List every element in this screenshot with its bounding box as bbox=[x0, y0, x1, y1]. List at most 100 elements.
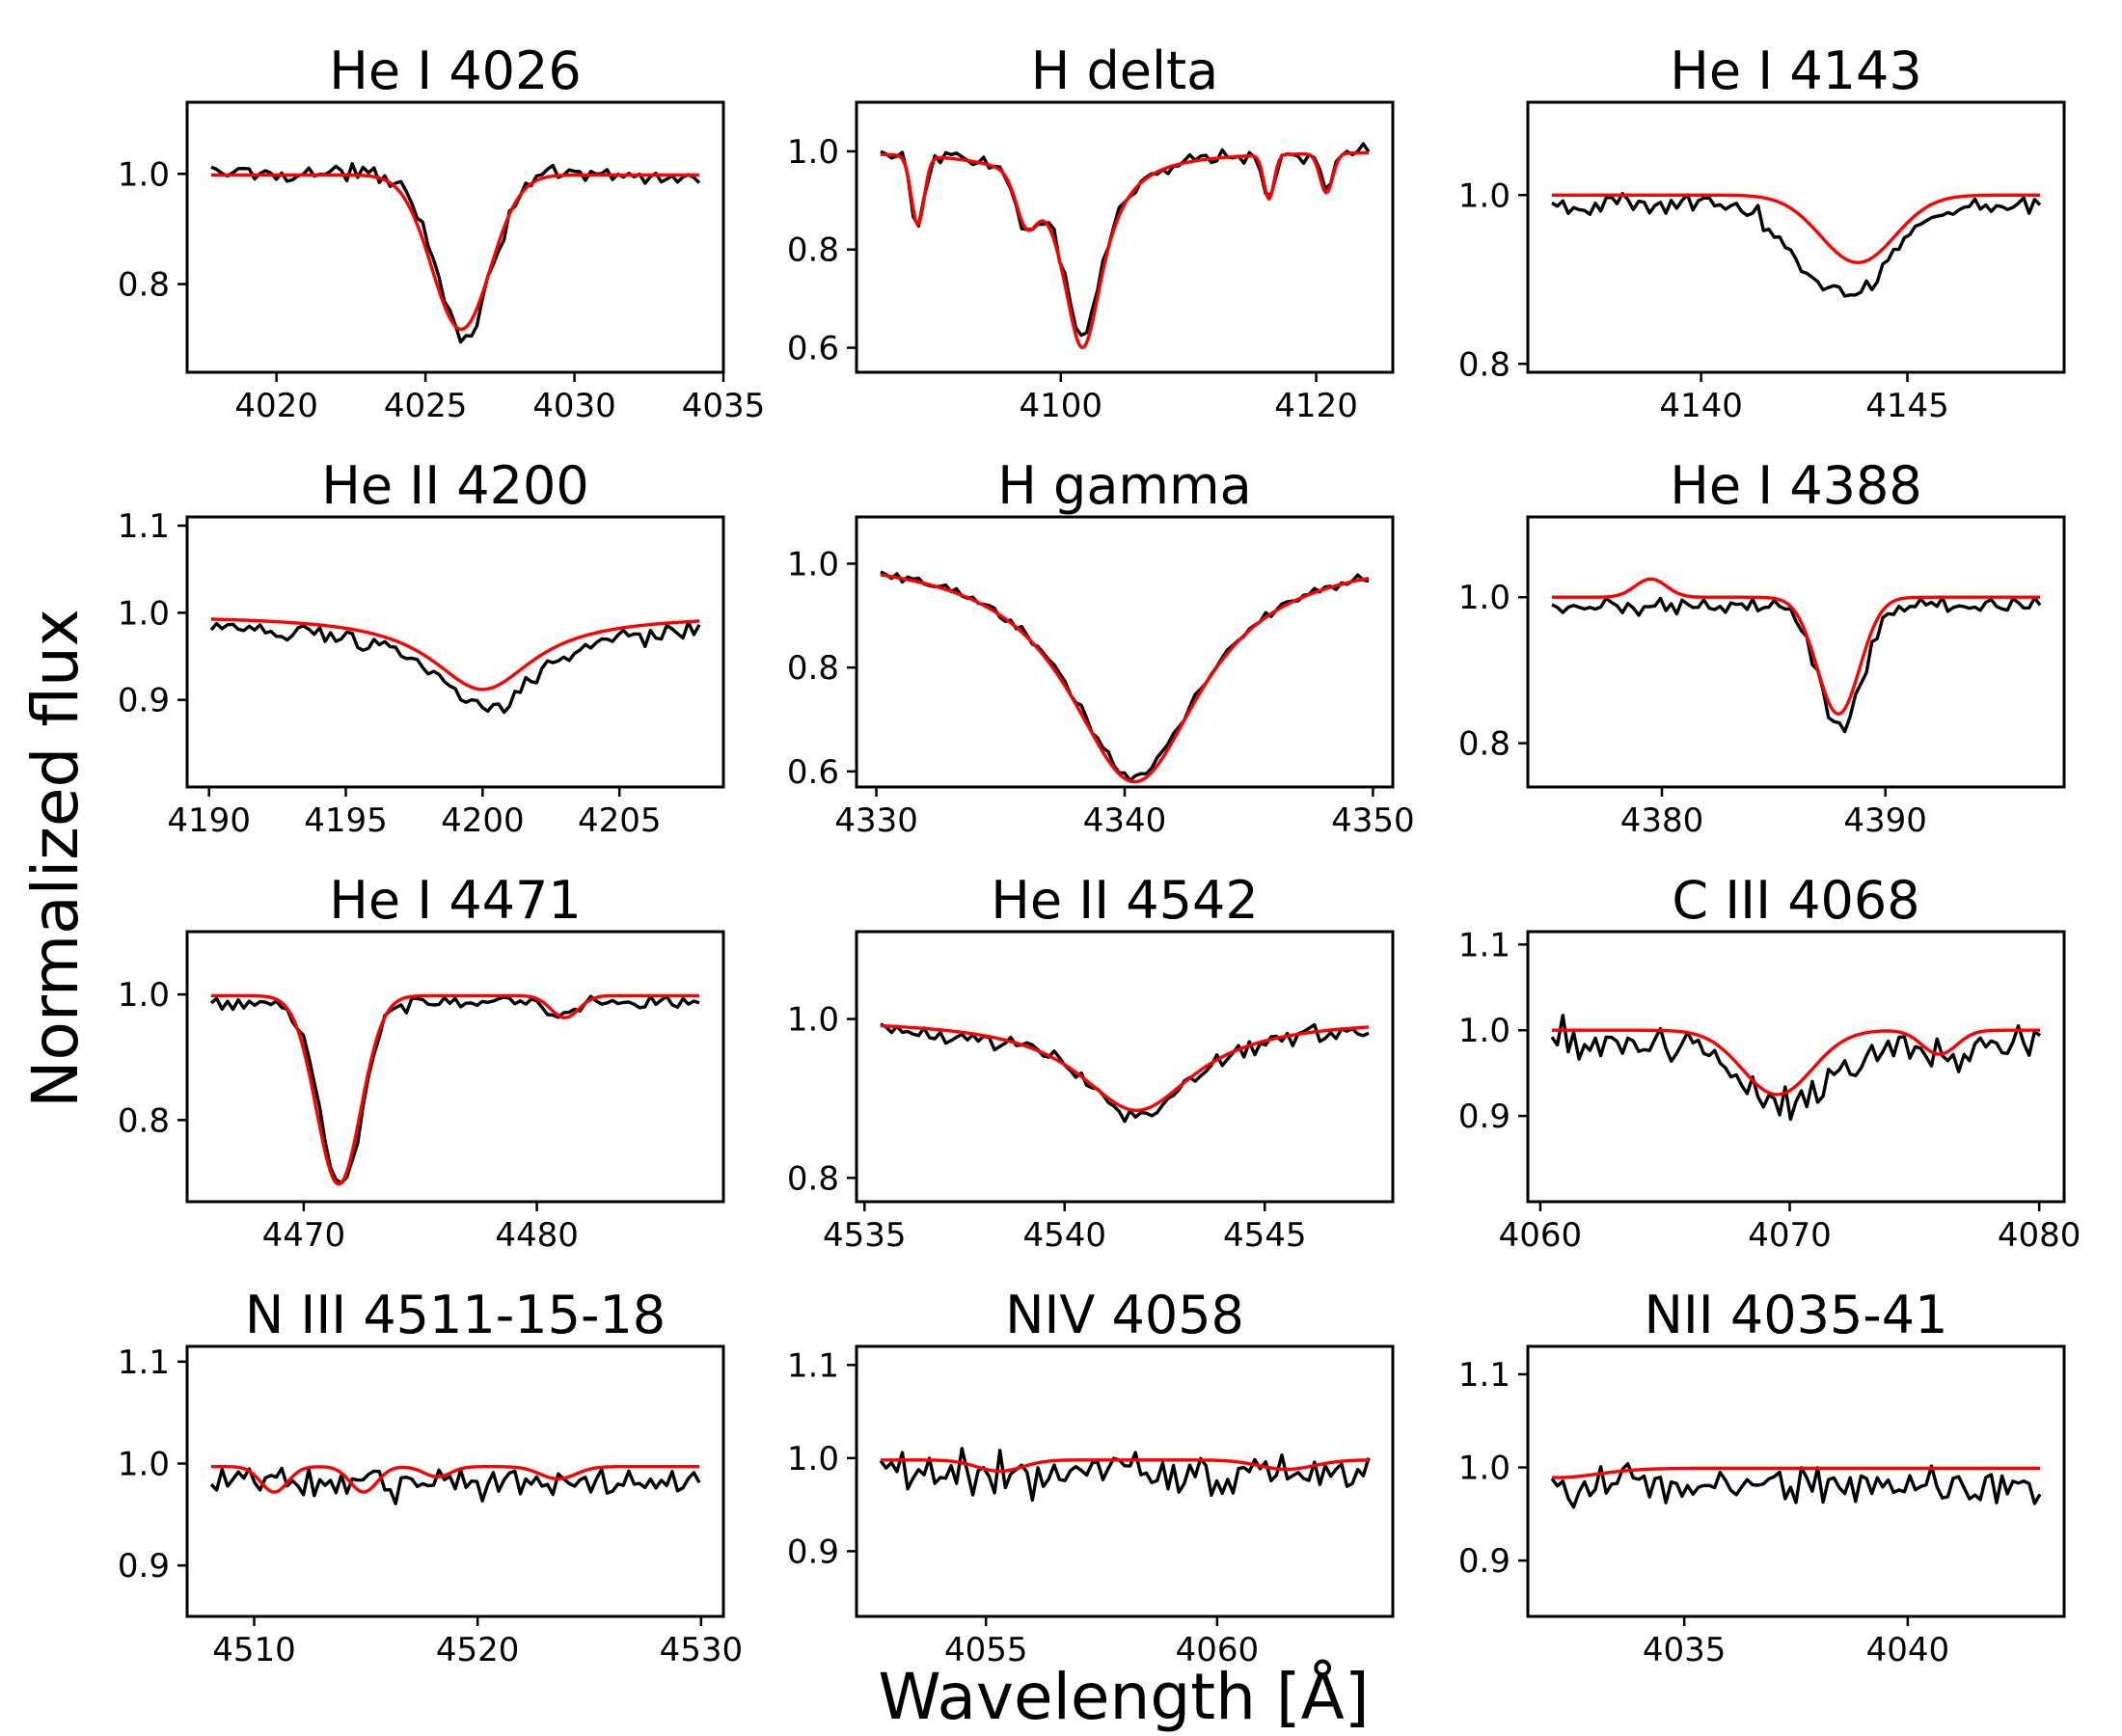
x-tick-label: 4390 bbox=[1843, 801, 1927, 840]
y-tick-label: 0.8 bbox=[1458, 725, 1510, 764]
plot-frame bbox=[185, 100, 725, 374]
x-tick-label: 4100 bbox=[1020, 387, 1103, 425]
observed-spectrum-line bbox=[1550, 1014, 2042, 1122]
x-tick-label: 4070 bbox=[1748, 1216, 1832, 1255]
y-tick-label: 0.9 bbox=[118, 682, 170, 720]
observed-spectrum-line bbox=[1551, 191, 2042, 298]
model-fit-line bbox=[880, 150, 1369, 350]
subplot-2: H delta 4100 4120 0.6 0.8 1.0 bbox=[787, 41, 1395, 425]
y-tick-label: 1.0 bbox=[787, 1001, 839, 1040]
y-tick-label: 0.6 bbox=[787, 330, 839, 368]
plot-frame bbox=[185, 1344, 725, 1618]
subplot-title: He II 4200 bbox=[321, 455, 588, 516]
y-tick-label: 1.0 bbox=[118, 155, 170, 194]
y-tick-label: 1.0 bbox=[118, 594, 170, 633]
model-fit-line bbox=[881, 1458, 1369, 1474]
observed-spectrum-line bbox=[209, 1466, 701, 1505]
observed-spectrum-line bbox=[879, 1447, 1371, 1503]
x-tick-label: 4380 bbox=[1620, 801, 1704, 840]
subplot-title: He I 4026 bbox=[329, 41, 582, 101]
x-tick-label: 4535 bbox=[823, 1216, 907, 1255]
x-tick-label: 4145 bbox=[1865, 387, 1949, 425]
x-tick-label: 4080 bbox=[1998, 1216, 2081, 1255]
y-tick-label: 1.1 bbox=[1458, 926, 1510, 964]
x-tick-label: 4190 bbox=[167, 801, 251, 840]
plot-frame bbox=[1526, 100, 2066, 374]
subplot-title: He I 4143 bbox=[1670, 41, 1922, 101]
subplot-title: He I 4388 bbox=[1670, 455, 1922, 516]
x-tick-label: 4200 bbox=[441, 801, 525, 840]
y-tick-label: 0.6 bbox=[787, 753, 839, 792]
y-tick-label: 0.9 bbox=[1458, 1542, 1510, 1581]
subplot-3: He I 4143 4140 4145 0.8 1.0 bbox=[1458, 41, 2066, 425]
y-tick-label: 0.9 bbox=[787, 1533, 839, 1571]
x-tick-label: 4510 bbox=[212, 1631, 296, 1669]
y-tick-label: 0.8 bbox=[787, 231, 839, 270]
subplot-title: NII 4035-41 bbox=[1644, 1285, 1947, 1345]
x-tick-label: 4195 bbox=[304, 801, 388, 840]
subplot-12: NII 4035-41 4035 4040 0.9 1.0 1.1 bbox=[1458, 1285, 2066, 1669]
observed-spectrum-line bbox=[1550, 1461, 2042, 1509]
subplot-7: He I 4471 4470 4480 0.8 1.0 bbox=[118, 870, 725, 1255]
x-tick-label: 4340 bbox=[1083, 801, 1167, 840]
subplot-1: He I 4026 4020 4025 4030 4035 0.8 1.0 bbox=[118, 41, 765, 425]
y-tick-label: 0.9 bbox=[118, 1547, 170, 1586]
subplot-title: H delta bbox=[1031, 41, 1219, 101]
observed-spectrum-line bbox=[209, 620, 701, 715]
plot-frame bbox=[855, 515, 1395, 789]
y-tick-label: 0.8 bbox=[787, 649, 839, 688]
observed-spectrum-line bbox=[210, 162, 701, 344]
observed-spectrum-line bbox=[880, 1022, 1370, 1124]
model-fit-line bbox=[1552, 1028, 2040, 1097]
y-axis-label: Normalized flux bbox=[18, 609, 93, 1108]
y-tick-label: 1.0 bbox=[1458, 579, 1510, 617]
subplot-9: C III 4068 4060 4070 4080 0.9 1.0 1.1 bbox=[1458, 870, 2081, 1255]
observed-spectrum-line bbox=[880, 570, 1370, 782]
subplot-title: H gamma bbox=[997, 455, 1251, 516]
y-tick-label: 1.0 bbox=[787, 133, 839, 172]
x-tick-label: 4120 bbox=[1274, 387, 1358, 425]
model-fit-line bbox=[880, 1023, 1370, 1113]
x-tick-label: 4520 bbox=[436, 1631, 520, 1669]
model-fit-line bbox=[211, 173, 699, 332]
plot-frame bbox=[1526, 515, 2066, 789]
x-tick-label: 4025 bbox=[384, 387, 468, 425]
y-tick-label: 1.0 bbox=[118, 976, 170, 1015]
subplot-4: He II 4200 4190 4195 4200 4205 0.9 1.0 1.1 bbox=[118, 455, 725, 840]
plot-frame bbox=[855, 930, 1395, 1204]
x-tick-label: 4470 bbox=[262, 1216, 346, 1255]
y-tick-label: 0.8 bbox=[1458, 345, 1510, 384]
subplot-11: NIV 4058 4055 4060 0.9 1.0 1.1 bbox=[787, 1285, 1395, 1669]
x-tick-label: 4140 bbox=[1659, 387, 1743, 425]
subplot-title: C III 4068 bbox=[1672, 870, 1919, 931]
x-tick-label: 4055 bbox=[944, 1631, 1028, 1669]
model-fit-line bbox=[211, 1464, 699, 1494]
x-tick-label: 4530 bbox=[660, 1631, 744, 1669]
y-tick-label: 1.0 bbox=[1458, 176, 1510, 215]
x-tick-label: 4545 bbox=[1223, 1216, 1307, 1255]
subplot-title: NIV 4058 bbox=[1005, 1285, 1244, 1345]
plot-frame bbox=[855, 1344, 1395, 1618]
subplot-title: He I 4471 bbox=[329, 870, 582, 931]
observed-spectrum-line bbox=[880, 142, 1371, 338]
plot-frame bbox=[855, 100, 1395, 374]
panels-grid: He I 4026 4020 4025 4030 4035 0.8 1.0 H delta 41… bbox=[118, 41, 2081, 1669]
plot-frame bbox=[1526, 930, 2066, 1204]
x-tick-label: 4480 bbox=[495, 1216, 579, 1255]
x-tick-label: 4030 bbox=[532, 387, 616, 425]
y-tick-label: 1.0 bbox=[1458, 1012, 1510, 1050]
subplot-title: N III 4511-15-18 bbox=[245, 1285, 666, 1345]
subplot-10: N III 4511-15-18 4510 4520 4530 0.9 1.0 1.1 bbox=[118, 1285, 743, 1669]
y-tick-label: 1.0 bbox=[1458, 1450, 1510, 1488]
model-fit-line bbox=[211, 993, 699, 1186]
y-tick-label: 1.0 bbox=[118, 1446, 170, 1484]
subplot-8: He II 4542 4535 4540 4545 0.8 1.0 bbox=[787, 870, 1395, 1255]
subplot-5: H gamma 4330 4340 4350 0.6 0.8 1.0 bbox=[787, 455, 1415, 840]
y-tick-label: 0.8 bbox=[787, 1159, 839, 1198]
observed-spectrum-line bbox=[1551, 595, 2042, 734]
subplot-title: He II 4542 bbox=[991, 870, 1258, 931]
y-tick-label: 1.0 bbox=[787, 1440, 839, 1478]
y-tick-label: 1.1 bbox=[118, 507, 170, 546]
model-fit-line bbox=[880, 573, 1370, 784]
